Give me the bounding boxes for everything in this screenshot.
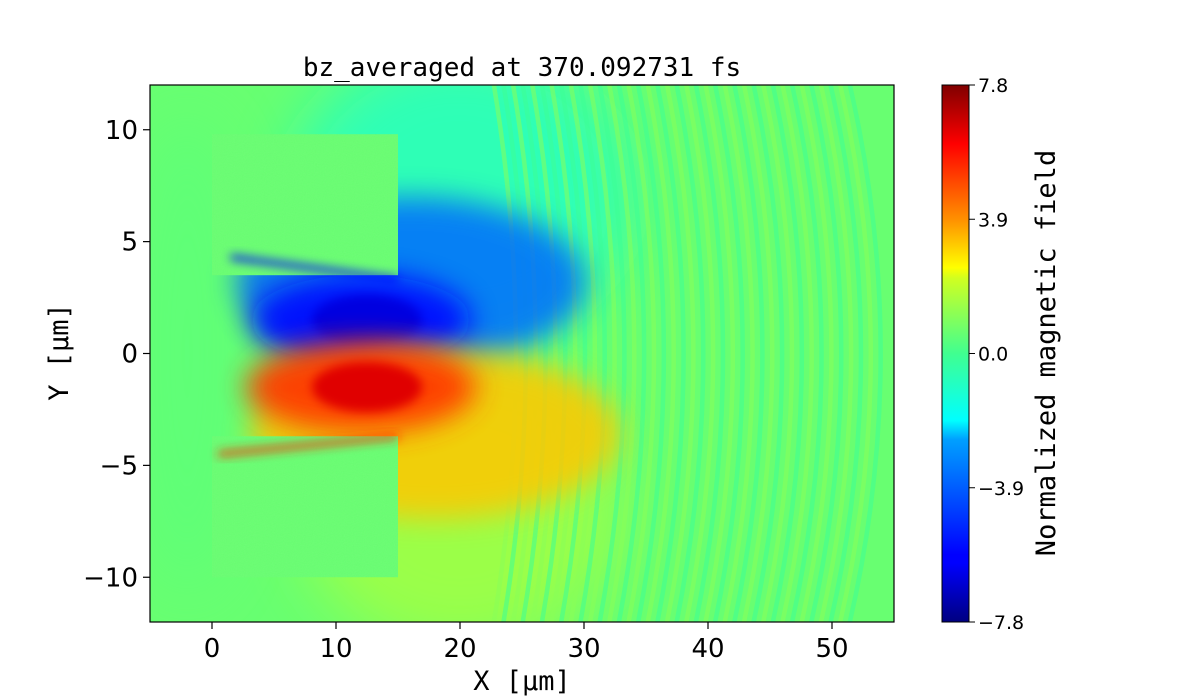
y-tick-label: −5 (100, 451, 138, 481)
wave-front (722, 85, 755, 622)
x-axis: 0 10 20 30 40 50 (204, 622, 849, 664)
y-tick-label: −10 (83, 563, 138, 593)
wave-front (837, 85, 874, 622)
y-tick-label: 10 (105, 116, 138, 146)
wave-front (683, 85, 716, 622)
colorbar-ticks: 7.8 3.9 0.0 −3.9 −7.8 (969, 75, 1024, 634)
wave-front (655, 85, 686, 622)
plot-area (150, 85, 894, 622)
upper-slab-edge (230, 254, 399, 283)
y-tick-label: 0 (121, 340, 138, 370)
wave-front (645, 85, 676, 622)
wave-front (626, 85, 657, 622)
colorbar-tick-label: 3.9 (978, 209, 1008, 231)
wave-front (732, 85, 765, 622)
wave-front (674, 85, 706, 622)
wave-front (520, 85, 548, 622)
wave-front (568, 85, 598, 622)
colorbar-tick-label: −7.8 (978, 612, 1024, 634)
x-axis-label: X [μm] (473, 666, 571, 697)
wave-front (616, 85, 647, 622)
x-tick-label: 0 (204, 634, 221, 664)
chart-title: bz_averaged at 370.092731 fs (303, 53, 741, 83)
wave-front (597, 85, 627, 622)
colorbar-label: Normalized magnetic field (1031, 150, 1062, 556)
wave-front (780, 85, 814, 622)
wave-front (828, 85, 864, 622)
x-tick-label: 30 (567, 634, 600, 664)
wave-front (818, 85, 854, 622)
wave-front (510, 85, 538, 622)
y-tick-label: 5 (121, 228, 138, 258)
wave-front (760, 85, 795, 622)
negative-lobe-core (312, 294, 422, 345)
target-slab-texture (212, 436, 398, 578)
wave-front (789, 85, 824, 622)
wave-front (635, 85, 667, 622)
wave-front (549, 85, 578, 622)
wave-front (606, 85, 637, 622)
target-slab-texture (212, 134, 398, 276)
wave-front (799, 85, 834, 622)
wave-front (539, 85, 568, 622)
wave-front (770, 85, 805, 622)
x-tick-label: 10 (319, 634, 352, 664)
colorbar-tick-label: 7.8 (978, 75, 1008, 97)
wave-front (703, 85, 736, 622)
x-tick-label: 40 (691, 634, 724, 664)
y-axis: −10 −5 0 5 10 (83, 116, 150, 593)
wave-front (693, 85, 726, 622)
wave-front (751, 85, 785, 622)
wave-front (530, 85, 558, 622)
x-tick-label: 20 (443, 634, 476, 664)
wave-front (491, 85, 519, 622)
wave-front (587, 85, 617, 622)
wave-front (558, 85, 588, 622)
wave-fronts (491, 85, 883, 622)
colorbar-tick-label: −3.9 (978, 478, 1024, 500)
lower-slab-edge (217, 433, 399, 457)
wave-front (741, 85, 775, 622)
positive-lobe-core (312, 362, 422, 413)
y-axis-label: Y [μm] (44, 303, 75, 401)
wave-front (808, 85, 844, 622)
wave-front (578, 85, 607, 622)
wave-front (712, 85, 745, 622)
wave-front (501, 85, 529, 622)
wave-front (847, 85, 883, 622)
x-tick-label: 50 (815, 634, 848, 664)
colorbar (941, 84, 970, 623)
colorbar-gradient (941, 84, 970, 623)
colorbar-tick-label: 0.0 (978, 344, 1008, 366)
wave-front (664, 85, 696, 622)
